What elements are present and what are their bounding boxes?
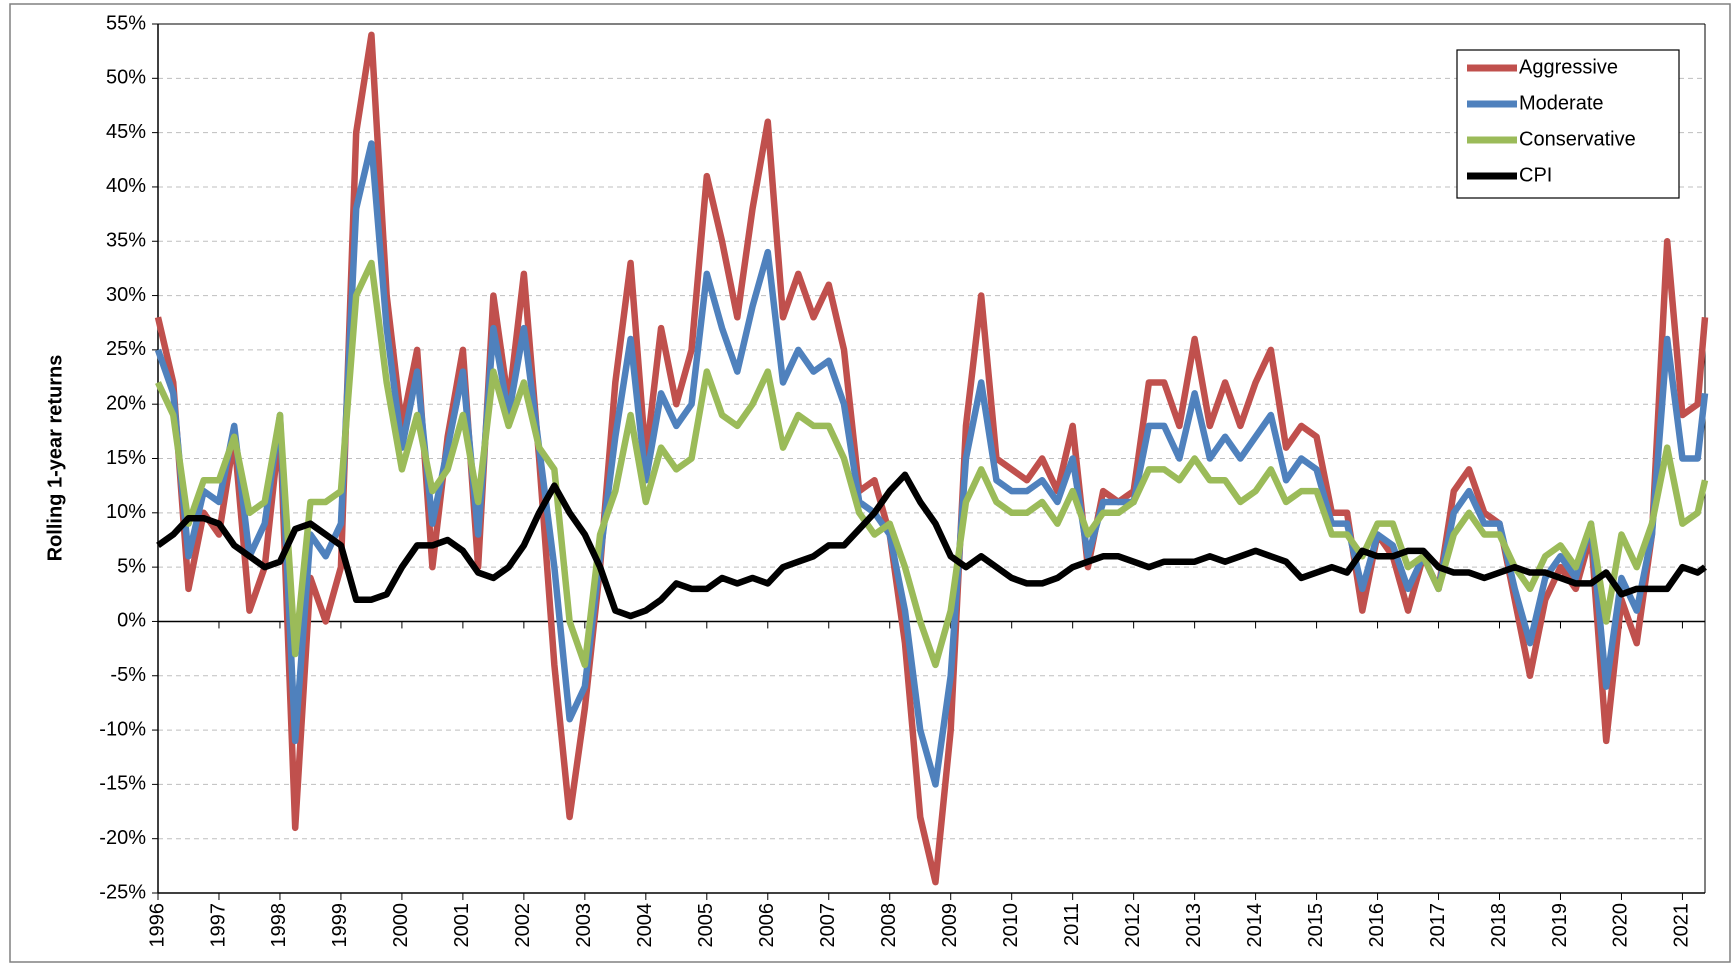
x-tick-label: 1996 [146,903,168,948]
y-tick-label: 25% [106,338,146,360]
y-tick-label: 35% [106,230,146,252]
x-tick-label: 2002 [512,903,534,948]
legend-label: Moderate [1519,92,1604,114]
x-tick-label: 2005 [695,903,717,948]
y-tick-label: 10% [106,501,146,523]
x-tick-label: 2018 [1488,903,1510,948]
y-tick-label: 45% [106,121,146,143]
legend-label: Conservative [1519,128,1636,150]
x-tick-label: 1999 [329,903,351,948]
x-tick-label: 2014 [1244,903,1266,948]
y-tick-label: 5% [117,555,146,577]
y-tick-label: 0% [117,610,146,632]
y-tick-label: -5% [110,664,146,686]
series-line [154,140,1709,788]
series-line [154,31,1709,886]
x-tick-label: 2017 [1427,903,1449,948]
x-tick-label: 2004 [634,903,656,948]
x-tick-label: 2012 [1122,903,1144,948]
x-tick-label: 2011 [1061,903,1083,946]
series-line [156,471,1707,620]
y-tick-label: 30% [106,284,146,306]
x-tick-label: 2000 [390,903,412,948]
y-tick-label: -25% [99,881,146,903]
y-tick-label: -10% [99,718,146,740]
x-tick-label: 2019 [1549,903,1571,948]
x-tick-label: 2015 [1305,903,1327,948]
legend-label: Aggressive [1519,56,1618,78]
series-line [155,259,1709,669]
x-tick-label: 2009 [939,903,961,948]
x-tick-label: 2020 [1610,903,1632,948]
x-tick-label: 2016 [1366,903,1388,948]
y-tick-label: 50% [106,67,146,89]
y-tick-label: 15% [106,447,146,469]
x-tick-label: 2006 [756,903,778,948]
legend: Aggressive Moderate Conservative CPI [1456,49,1680,199]
y-tick-label: 20% [106,392,146,414]
x-tick-label: 2021 [1671,903,1693,948]
x-tick-label: 1997 [207,903,229,948]
x-tick-label: 2008 [878,903,900,948]
x-tick-label: 2010 [1000,903,1022,948]
y-tick-label: 55% [106,12,146,34]
y-axis-label: Rolling 1-year returns [44,355,66,562]
y-tick-label: -15% [99,773,146,795]
x-tick-label: 2003 [573,903,595,948]
x-tick-label: 2007 [817,903,839,948]
x-tick-label: 1998 [268,903,290,948]
y-tick-label: 40% [106,175,146,197]
y-tick-label: -20% [99,827,146,849]
x-tick-label: 2013 [1183,903,1205,948]
legend-label: CPI [1519,164,1552,186]
x-tick-label: 2001 [451,903,473,948]
